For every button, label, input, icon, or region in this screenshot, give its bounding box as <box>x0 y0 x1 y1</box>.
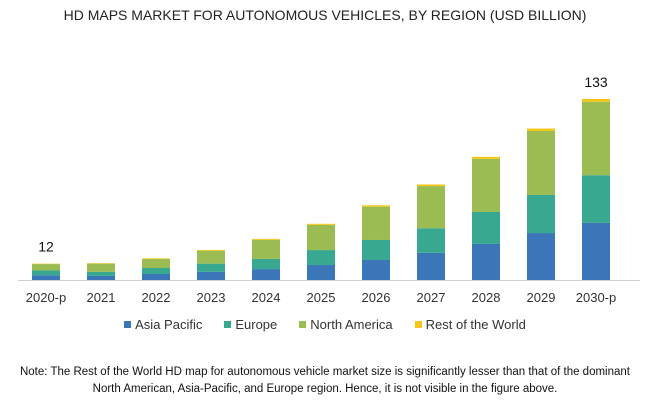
bar-segment-asia-pacific <box>472 243 500 280</box>
legend-item-europe: Europe <box>224 317 277 332</box>
footnote-line: North American, Asia-Pacific, and Europe… <box>92 383 558 395</box>
bar-segment-asia-pacific <box>197 271 225 280</box>
legend-label: Europe <box>235 317 278 332</box>
bar-segment-asia-pacific <box>582 222 610 280</box>
bar-segment-rest-of-the-world <box>582 99 610 102</box>
bar-segment-north-america <box>472 158 500 212</box>
bar-segment-europe <box>362 239 390 260</box>
x-tick-label: 2027 <box>417 290 446 305</box>
legend-swatch <box>414 321 422 328</box>
data-label: 133 <box>584 74 608 90</box>
bar-segment-rest-of-the-world <box>472 156 500 159</box>
bar-segment-europe <box>582 175 610 223</box>
x-tick-label: 2021 <box>87 290 116 305</box>
bar-segment-north-america <box>142 259 170 269</box>
footnote: Note: The Rest of the World HD map for a… <box>0 364 650 398</box>
bar-segment-europe <box>307 250 335 266</box>
legend-item-rest-of-world: Rest of the World <box>414 317 526 332</box>
bar-segment-north-america <box>252 239 280 259</box>
legend-item-asia-pacific: Asia Pacific <box>124 317 202 332</box>
bar-segment-rest-of-the-world <box>142 258 170 260</box>
bar-segment-asia-pacific <box>142 274 170 280</box>
bar-segment-rest-of-the-world <box>87 263 115 264</box>
bar-segment-rest-of-the-world <box>307 223 335 225</box>
bar-segment-north-america <box>307 224 335 251</box>
bar-segment-north-america <box>417 186 445 229</box>
chart-title: HD MAPS MARKET FOR AUTONOMOUS VEHICLES, … <box>63 7 587 23</box>
legend-label: North America <box>310 317 393 332</box>
bar-segment-north-america <box>197 250 225 264</box>
x-tick-label: 2026 <box>362 290 391 305</box>
bar-segment-asia-pacific <box>362 259 390 280</box>
legend-swatch <box>224 321 232 328</box>
legend-swatch <box>124 321 132 328</box>
bar-segment-asia-pacific <box>32 275 60 280</box>
bar-segment-asia-pacific <box>417 252 445 280</box>
x-tick-label: 2023 <box>197 290 226 305</box>
legend-item-north-america: North America <box>299 317 393 332</box>
legend-label: Rest of the World <box>425 317 526 332</box>
bar-segment-north-america <box>527 130 555 195</box>
bar-segment-europe <box>142 268 170 275</box>
bar-segment-europe <box>87 271 115 276</box>
x-tick-label: 2029 <box>527 290 556 305</box>
bar-segment-asia-pacific <box>307 265 335 280</box>
bar-segment-rest-of-the-world <box>197 249 225 251</box>
legend-swatch <box>299 321 307 328</box>
bar-segment-north-america <box>87 263 115 272</box>
bar-segment-north-america <box>582 101 610 176</box>
data-label: 12 <box>38 239 54 255</box>
bar-segment-asia-pacific <box>527 233 555 280</box>
bar-segment-europe <box>417 228 445 253</box>
bar-segment-europe <box>252 258 280 270</box>
x-tick-label: 2024 <box>252 290 281 305</box>
legend-label: Asia Pacific <box>135 317 203 332</box>
x-tick-label: 2025 <box>307 290 336 305</box>
bar-segment-rest-of-the-world <box>252 238 280 240</box>
bar-segment-asia-pacific <box>252 269 280 280</box>
bar-segment-north-america <box>32 264 60 271</box>
bar-segment-europe <box>32 270 60 276</box>
bar-segment-north-america <box>362 206 390 240</box>
x-tick-label: 2020-p <box>26 290 66 305</box>
bar-segment-rest-of-the-world <box>527 128 555 131</box>
legend: Asia Pacific Europe North America Rest o… <box>0 317 650 332</box>
bar-segment-asia-pacific <box>87 275 115 280</box>
footnote-line: Note: The Rest of the World HD map for a… <box>19 366 630 378</box>
x-tick-label: 2030-p <box>576 290 616 305</box>
x-tick-label: 2028 <box>472 290 501 305</box>
bar-segment-rest-of-the-world <box>417 184 445 187</box>
x-tick-label: 2022 <box>142 290 171 305</box>
bar-segment-rest-of-the-world <box>362 205 390 207</box>
bar-segment-europe <box>527 194 555 234</box>
bar-segment-europe <box>197 263 225 272</box>
bar-segment-europe <box>472 211 500 244</box>
